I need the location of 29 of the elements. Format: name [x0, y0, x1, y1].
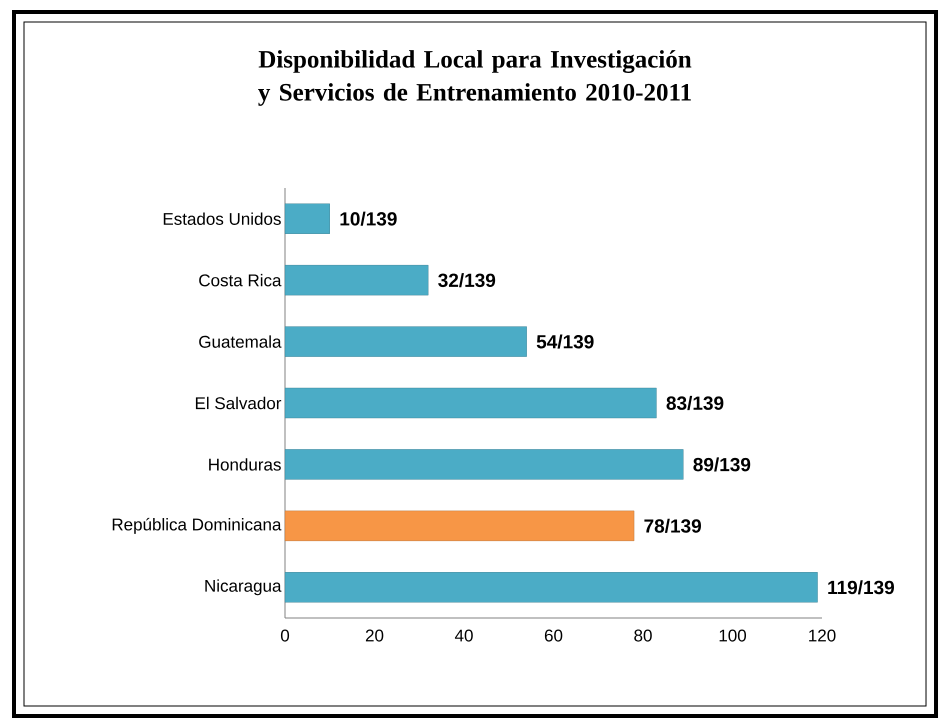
- data-label: 32/139: [438, 273, 496, 288]
- x-tick-label: 100: [720, 630, 746, 642]
- bar: [284, 326, 527, 357]
- y-tick-label: Guatemala: [199, 335, 282, 348]
- x-tick-label: 80: [634, 630, 652, 642]
- x-tick-label: 40: [454, 630, 473, 642]
- data-label: 78/139: [644, 518, 701, 533]
- y-tick-label: Costa Rica: [199, 274, 282, 286]
- data-label: 89/139: [693, 457, 750, 472]
- bar: [284, 449, 684, 480]
- bar: [284, 204, 330, 234]
- data-label: 10/139: [340, 212, 397, 226]
- y-tick-label: República Dominicana: [112, 518, 282, 534]
- data-label: 54/139: [536, 334, 594, 349]
- bar: [284, 510, 634, 542]
- x-tick-label: 0: [280, 630, 290, 642]
- data-label: 83/139: [666, 396, 724, 410]
- x-tick-label: 20: [366, 630, 384, 642]
- chart-title: Disponibilidad Local para Investigación y Servicios de Entrenamiento 2010-2011: [258, 50, 692, 106]
- y-tick-label: El Salvador: [196, 396, 282, 410]
- bar: [284, 388, 657, 418]
- y-tick-label: Nicaragua: [205, 579, 282, 596]
- y-tick-label: Honduras: [209, 458, 281, 471]
- x-tick-label: 60: [544, 630, 562, 642]
- y-tick-label: Estados Unidos: [164, 212, 281, 225]
- bar: [284, 572, 818, 602]
- x-tick-label: 120: [809, 630, 836, 642]
- data-label: 119/139: [828, 580, 894, 594]
- bar: [284, 264, 428, 296]
